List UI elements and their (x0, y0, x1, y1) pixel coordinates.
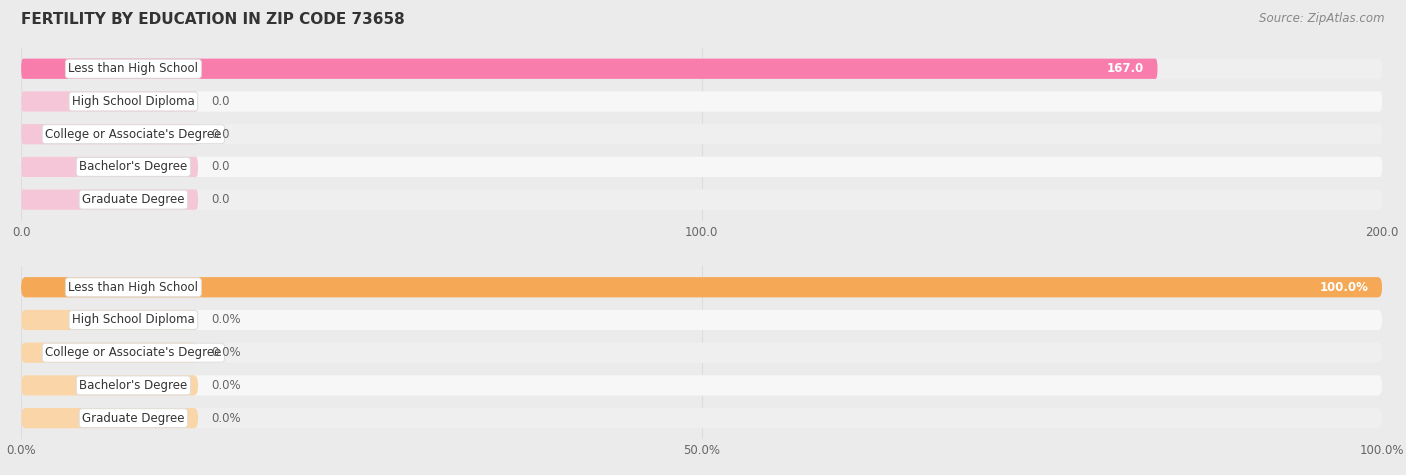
FancyBboxPatch shape (21, 310, 1382, 330)
Text: College or Associate's Degree: College or Associate's Degree (45, 128, 222, 141)
FancyBboxPatch shape (21, 408, 198, 428)
FancyBboxPatch shape (21, 190, 198, 210)
Text: 0.0%: 0.0% (212, 412, 242, 425)
FancyBboxPatch shape (21, 310, 198, 330)
FancyBboxPatch shape (21, 124, 198, 144)
FancyBboxPatch shape (21, 277, 1382, 297)
Text: 100.0%: 100.0% (1320, 281, 1368, 294)
Text: 0.0: 0.0 (212, 95, 231, 108)
FancyBboxPatch shape (21, 58, 1382, 79)
Text: College or Associate's Degree: College or Associate's Degree (45, 346, 222, 359)
FancyBboxPatch shape (21, 342, 198, 363)
Text: Bachelor's Degree: Bachelor's Degree (79, 161, 187, 173)
Text: Source: ZipAtlas.com: Source: ZipAtlas.com (1260, 12, 1385, 25)
Text: Less than High School: Less than High School (69, 62, 198, 75)
Text: 0.0%: 0.0% (212, 346, 242, 359)
Text: FERTILITY BY EDUCATION IN ZIP CODE 73658: FERTILITY BY EDUCATION IN ZIP CODE 73658 (21, 12, 405, 27)
Text: 0.0: 0.0 (212, 193, 231, 206)
FancyBboxPatch shape (21, 277, 1382, 297)
Text: Graduate Degree: Graduate Degree (82, 193, 184, 206)
Text: 0.0%: 0.0% (212, 314, 242, 326)
Text: Bachelor's Degree: Bachelor's Degree (79, 379, 187, 392)
Text: Less than High School: Less than High School (69, 281, 198, 294)
Text: 0.0: 0.0 (212, 161, 231, 173)
FancyBboxPatch shape (21, 190, 1382, 210)
FancyBboxPatch shape (21, 342, 1382, 363)
FancyBboxPatch shape (21, 91, 1382, 112)
FancyBboxPatch shape (21, 375, 198, 396)
FancyBboxPatch shape (21, 91, 198, 112)
FancyBboxPatch shape (21, 157, 1382, 177)
FancyBboxPatch shape (21, 157, 198, 177)
Text: Graduate Degree: Graduate Degree (82, 412, 184, 425)
FancyBboxPatch shape (21, 408, 1382, 428)
FancyBboxPatch shape (21, 58, 1157, 79)
Text: 167.0: 167.0 (1107, 62, 1144, 75)
Text: 0.0%: 0.0% (212, 379, 242, 392)
Text: High School Diploma: High School Diploma (72, 314, 195, 326)
Text: High School Diploma: High School Diploma (72, 95, 195, 108)
FancyBboxPatch shape (21, 124, 1382, 144)
FancyBboxPatch shape (21, 375, 1382, 396)
Text: 0.0: 0.0 (212, 128, 231, 141)
